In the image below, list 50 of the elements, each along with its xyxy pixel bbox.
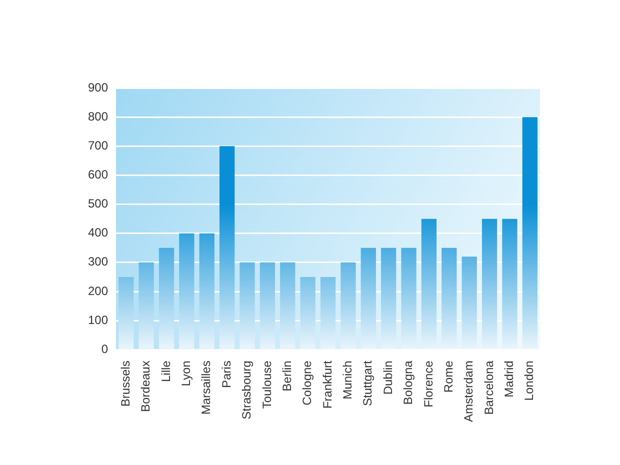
y-tick-label: 0 — [101, 342, 108, 356]
y-tick-label: 300 — [88, 254, 108, 269]
bar — [502, 218, 518, 349]
y-tick-label: 600 — [88, 168, 108, 182]
bar — [401, 248, 416, 349]
y-tick-label: 400 — [88, 226, 108, 240]
bar — [320, 276, 336, 349]
bar — [138, 262, 154, 349]
bar — [240, 262, 255, 349]
x-tick-label: Munich — [340, 360, 355, 400]
x-tick-label: Frankfurt — [320, 360, 334, 409]
y-tick-label: 200 — [88, 284, 108, 298]
y-tick-label: 900 — [88, 80, 108, 94]
y-tick-label: 100 — [88, 312, 108, 327]
bar — [482, 218, 498, 349]
bar — [260, 262, 276, 349]
x-tick-label: Strasbourg — [240, 360, 254, 420]
bar — [360, 248, 376, 349]
y-tick-label: 500 — [88, 196, 108, 211]
x-tick-label: Florence — [421, 360, 436, 408]
x-tick-label: Paris — [219, 360, 234, 388]
x-tick-label: Stuttgart — [360, 360, 375, 406]
bar — [421, 218, 437, 349]
x-tick-label: Brussels — [118, 360, 132, 407]
x-tick-label: Lyon — [178, 360, 193, 386]
bar — [381, 248, 396, 349]
x-tick-label: Amsterdam — [462, 360, 476, 422]
x-tick-label: Lille — [158, 360, 173, 382]
bar — [300, 276, 316, 349]
x-tick-label: Barcelona — [482, 360, 496, 415]
bar — [280, 262, 296, 349]
bar — [199, 233, 214, 349]
x-tick-label: London — [522, 360, 536, 401]
y-tick-label: 800 — [88, 109, 108, 124]
x-tick-label: Berlin — [280, 360, 294, 392]
bar — [118, 276, 134, 349]
x-tick-label: Bologna — [401, 360, 416, 405]
bar — [340, 262, 356, 349]
x-tick-label: Marsailles — [199, 360, 214, 415]
x-tick-label: Toulouse — [260, 360, 274, 409]
y-tick-label: 700 — [88, 138, 108, 152]
x-tick-label: Rome — [441, 360, 456, 393]
bar — [158, 248, 174, 349]
x-tick-label: Madrid — [502, 360, 516, 398]
x-tick-label: Dublin — [380, 360, 395, 395]
bar — [179, 233, 194, 349]
x-tick-label: Bordeaux — [138, 360, 153, 412]
x-tick-label: Cologne — [300, 360, 314, 406]
bar — [219, 146, 235, 349]
bar — [522, 117, 538, 349]
